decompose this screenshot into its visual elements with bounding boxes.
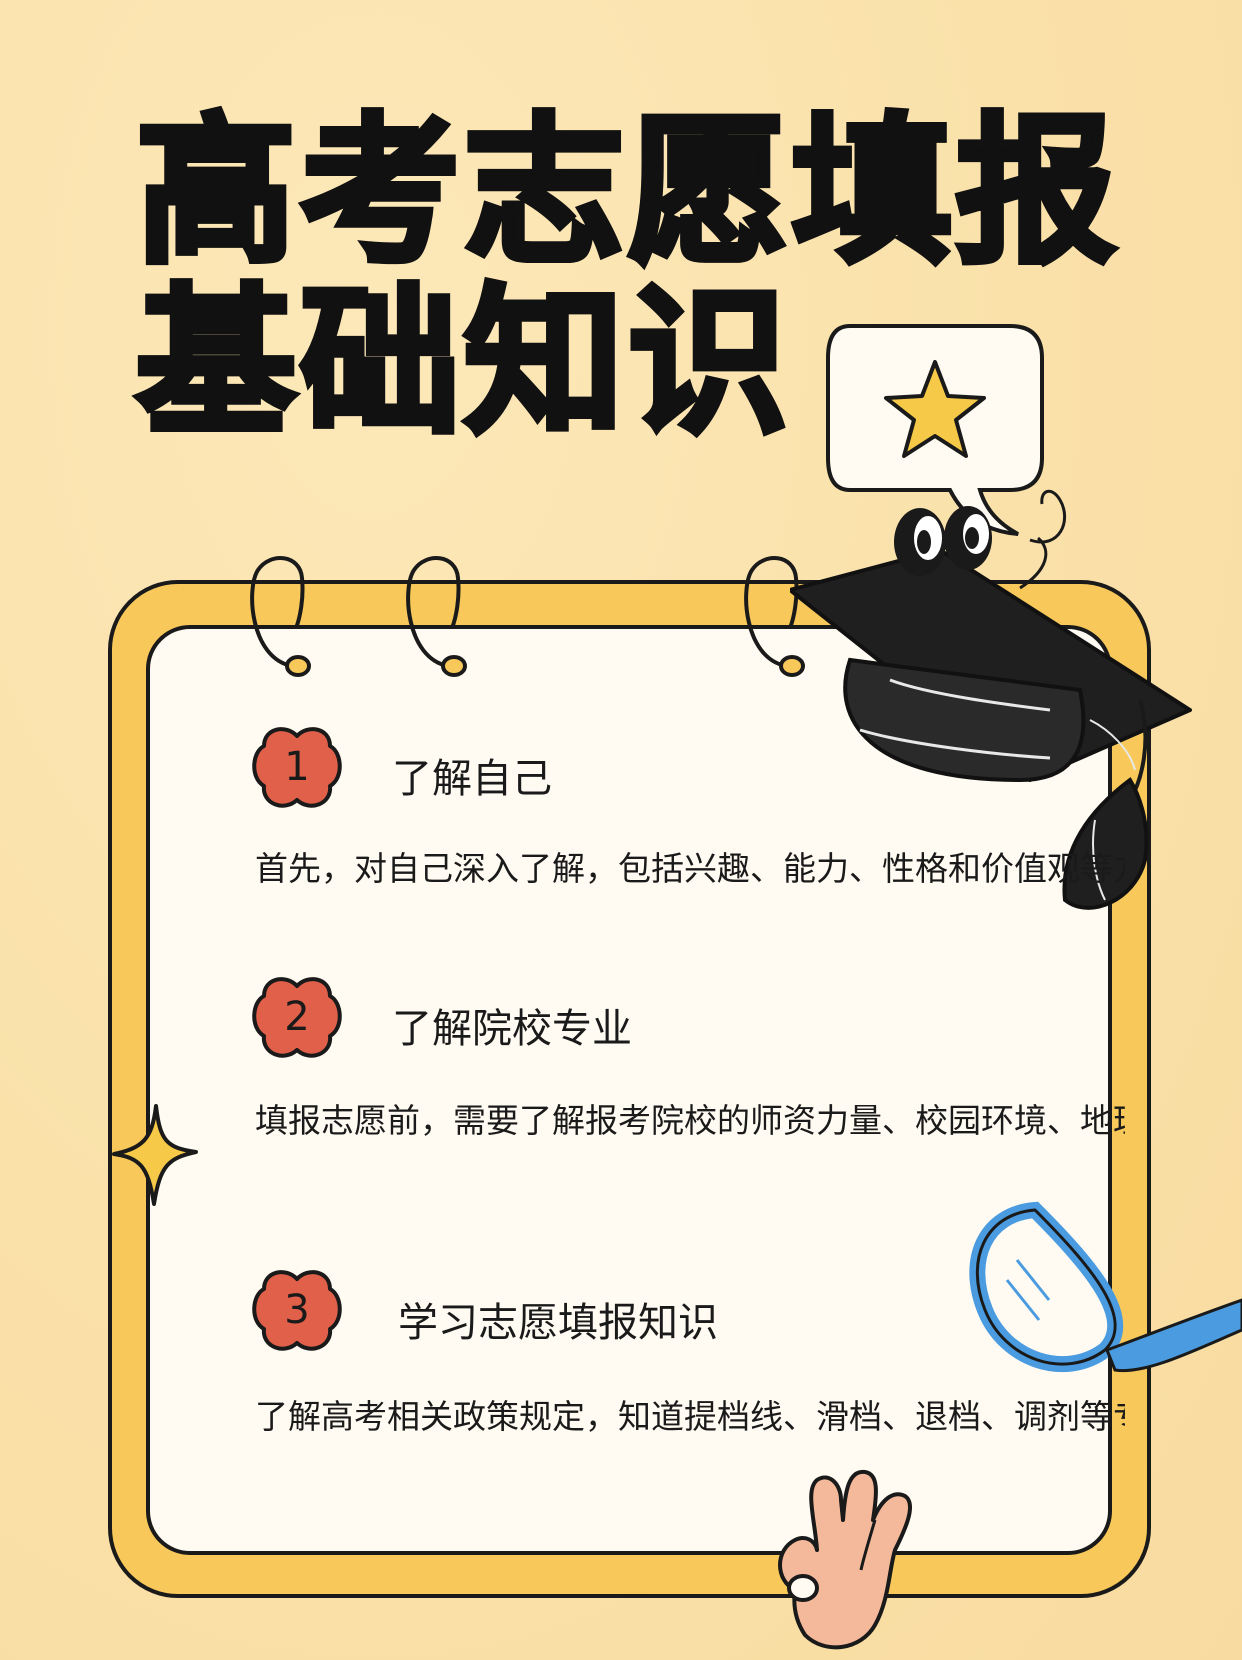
- section-1-heading: 了解自己: [392, 756, 552, 802]
- clover-badge-icon: [252, 1270, 342, 1351]
- clover-badge-icon: [252, 727, 342, 808]
- binder-ring-icon: [744, 556, 805, 677]
- title-line-2: 基础知识: [133, 269, 793, 456]
- section-number: 2: [284, 994, 310, 1040]
- section-2-heading: 了解院校专业: [392, 1006, 632, 1052]
- section-3-body: 了解高考相关政策规定，知道提档线、滑档、退档、调剂等专业: [255, 1397, 1125, 1436]
- section-3-heading: 学习志愿填报知识: [398, 1300, 718, 1346]
- section-number: 1: [284, 744, 310, 790]
- magnifier-icon: [969, 1201, 1242, 1373]
- star-speech-bubble-icon: [826, 324, 1044, 536]
- clover-badge-icon: [252, 977, 342, 1058]
- section-number: 3: [284, 1287, 310, 1333]
- section-1-body: 首先，对自己深入了解，包括兴趣、能力、性格和价值观等方面: [255, 849, 1125, 888]
- section-2-badge: 2: [252, 972, 342, 1062]
- sparkle-star-icon: [112, 1104, 198, 1206]
- section-3-badge: 3: [252, 1265, 342, 1355]
- graduation-cap-icon: [790, 489, 1192, 910]
- title-line-1: 高考志愿填报: [133, 98, 1121, 285]
- ok-hand-icon: [778, 1469, 912, 1650]
- binder-ring-icon: [406, 556, 467, 677]
- binder-ring-icon: [250, 556, 311, 677]
- section-1-badge: 1: [252, 722, 342, 812]
- section-2-body: 填报志愿前，需要了解报考院校的师资力量、校园环境、地理位置: [255, 1101, 1125, 1140]
